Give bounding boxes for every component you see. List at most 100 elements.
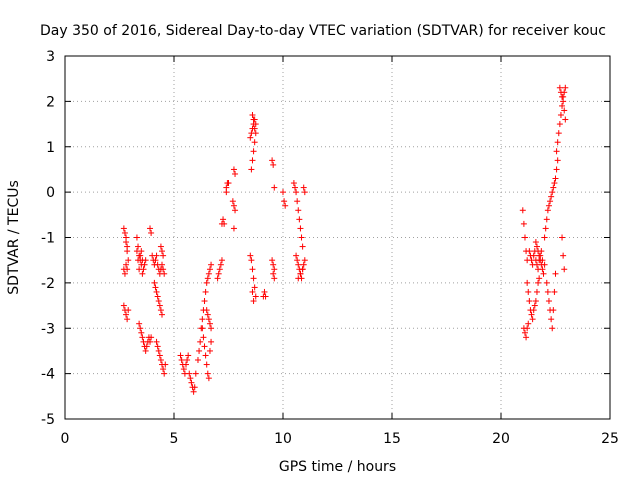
y-tick-label: 0	[46, 185, 55, 201]
data-point	[205, 312, 211, 318]
data-point	[281, 198, 287, 204]
data-point	[291, 180, 297, 186]
data-point	[553, 271, 559, 277]
y-tick-label: 2	[46, 94, 55, 110]
data-point	[526, 298, 532, 304]
data-point	[249, 157, 255, 163]
data-point	[202, 343, 208, 349]
data-point	[157, 352, 163, 358]
data-point	[202, 298, 208, 304]
data-point	[220, 216, 226, 222]
data-point	[200, 334, 206, 340]
data-point	[121, 225, 127, 231]
data-point	[271, 266, 277, 272]
data-point	[158, 357, 164, 363]
data-point	[558, 112, 564, 118]
data-point	[206, 316, 212, 322]
data-point	[280, 189, 286, 195]
data-point	[193, 371, 199, 377]
data-point	[271, 185, 277, 191]
data-point	[159, 248, 165, 254]
data-point	[208, 262, 214, 268]
data-point	[541, 271, 547, 277]
x-tick-label: 15	[383, 431, 401, 447]
data-point	[271, 275, 277, 281]
data-point	[199, 325, 205, 331]
x-tick-label: 5	[170, 431, 179, 447]
data-point	[178, 352, 184, 358]
data-point	[138, 330, 144, 336]
data-point	[151, 280, 157, 286]
data-point	[526, 248, 532, 254]
x-tick-label: 10	[274, 431, 292, 447]
data-point	[295, 207, 301, 213]
data-point	[533, 298, 539, 304]
data-point	[269, 257, 275, 263]
data-point	[206, 271, 212, 277]
data-point	[205, 371, 211, 377]
data-point	[199, 316, 205, 322]
data-point	[207, 321, 213, 327]
data-point	[156, 348, 162, 354]
data-point	[248, 166, 254, 172]
data-point	[231, 203, 237, 209]
data-point	[206, 375, 212, 381]
data-point	[184, 357, 190, 363]
data-point	[557, 121, 563, 127]
data-point	[157, 303, 163, 309]
data-point	[550, 307, 556, 313]
data-point	[251, 275, 257, 281]
data-point	[547, 198, 553, 204]
data-point	[139, 334, 145, 340]
data-point	[248, 257, 254, 263]
data-point	[546, 298, 552, 304]
data-point	[557, 85, 563, 91]
data-point	[302, 257, 308, 263]
data-point	[542, 235, 548, 241]
data-point	[561, 266, 567, 272]
data-point	[203, 352, 209, 358]
data-point	[555, 157, 561, 163]
data-point	[232, 207, 238, 213]
data-point	[160, 253, 166, 259]
data-point	[300, 244, 306, 250]
data-point	[521, 221, 527, 227]
data-point	[154, 339, 160, 345]
data-point	[549, 189, 555, 195]
data-point	[215, 275, 221, 281]
data-point	[270, 262, 276, 268]
data-point	[204, 307, 210, 313]
data-point	[544, 216, 550, 222]
data-point	[550, 185, 556, 191]
data-point	[124, 244, 130, 250]
data-point	[186, 371, 192, 377]
scatter-chart: Day 350 of 2016, Sidereal Day-to-day VTE…	[0, 0, 640, 480]
data-point	[185, 352, 191, 358]
data-point	[551, 180, 557, 186]
data-point	[560, 253, 566, 259]
data-point	[269, 157, 275, 163]
y-tick-label: -4	[41, 367, 55, 383]
data-point	[123, 235, 129, 241]
data-point	[270, 271, 276, 277]
data-point	[562, 117, 568, 123]
data-point	[525, 321, 531, 327]
data-point	[159, 312, 165, 318]
data-point	[203, 289, 209, 295]
data-point	[530, 316, 536, 322]
data-point	[543, 225, 549, 231]
data-point	[187, 375, 193, 381]
data-point	[147, 225, 153, 231]
data-point	[546, 203, 552, 209]
data-point	[207, 348, 213, 354]
data-point	[205, 275, 211, 281]
data-point	[124, 316, 130, 322]
x-tick-label: 0	[61, 431, 70, 447]
data-point	[554, 148, 560, 154]
data-point	[301, 185, 307, 191]
x-tick-label: 25	[601, 431, 619, 447]
data-point	[532, 303, 538, 309]
data-point	[143, 257, 149, 263]
data-point	[562, 85, 568, 91]
data-point	[134, 235, 140, 241]
